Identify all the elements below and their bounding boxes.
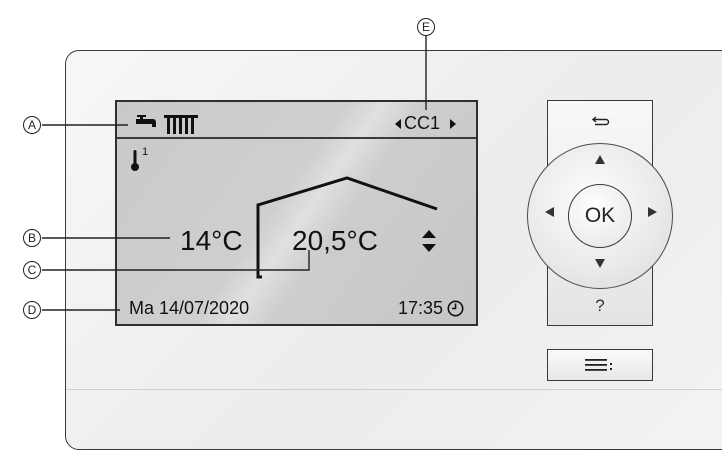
callout-c: C [23,261,41,279]
callout-e: E [417,18,435,36]
hot-water-tap-icon [136,115,156,127]
radiator-icon [164,115,198,134]
arrow-left-button[interactable] [545,207,554,217]
housing-seam [66,389,722,390]
heating-circuit-label: CC1 [404,113,441,133]
back-icon [592,116,610,126]
lcd-status-bar [117,102,476,139]
up-down-icon [422,230,436,252]
setpoint-temperature: 20,5°C [292,225,378,256]
heating-curve [256,176,438,279]
arrow-right-button[interactable] [648,207,657,217]
arrow-up-button[interactable] [595,155,605,164]
menu-icon [585,359,612,371]
clock-icon [447,300,464,317]
help-button[interactable]: ? [595,296,605,315]
lcd-display: CC1 1 14°C 20,5°C Ma 14/07/2020 17:35 [115,100,478,326]
outdoor-temperature: 14°C [180,225,243,256]
menu-button[interactable] [547,349,653,381]
sensor-index: 1 [142,146,149,158]
thermometer-icon [131,150,139,171]
arrow-down-button[interactable] [595,259,605,268]
callout-b: B [23,229,41,247]
date-display: Ma 14/07/2020 [129,298,250,318]
arrow-left-icon [395,119,401,129]
ok-button[interactable]: OK [568,184,632,248]
callout-d: D [23,301,41,319]
callout-a: A [23,116,41,134]
back-button[interactable] [570,106,630,138]
callout-leaders [42,36,427,311]
arrow-right-icon [450,119,456,129]
time-display: 17:35 [398,298,444,318]
